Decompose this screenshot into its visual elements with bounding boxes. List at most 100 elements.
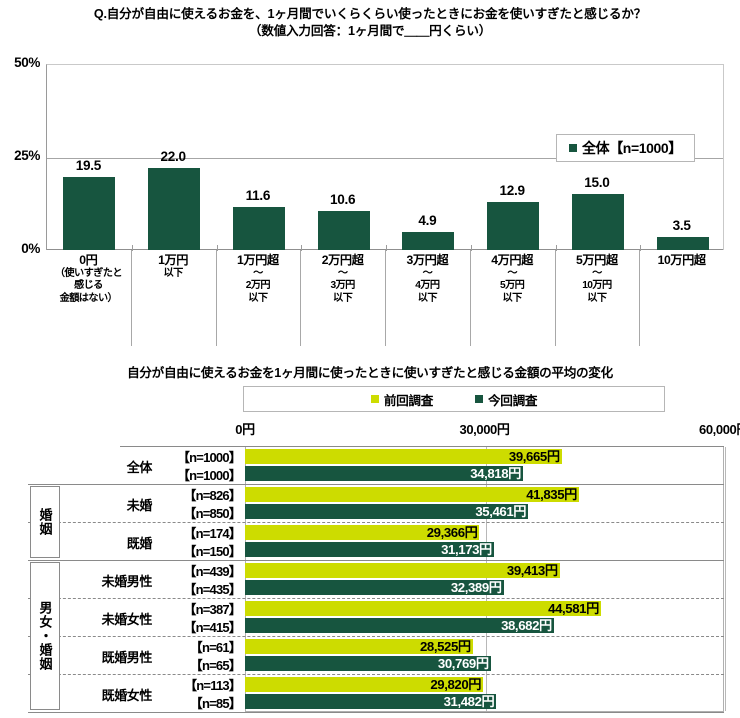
chart1-category-sub: 4万円 (415, 280, 440, 292)
chart1-category-sub: （使いすぎたと (54, 267, 123, 279)
chart2-row-n-previous: 【n=113】 (184, 678, 242, 693)
chart2-x-axis: 0円 30,000円 60,000円 (0, 419, 740, 439)
legend-swatch-previous-icon (370, 395, 379, 403)
chart2-bar-current (245, 466, 523, 481)
chart2-row-n-previous: 【n=174】 (183, 526, 241, 541)
chart1-bar (63, 177, 116, 250)
chart2-row-n-previous: 【n=387】 (183, 602, 241, 617)
chart1-category-separator (639, 250, 641, 346)
chart2-value-previous: 39,413円 (506, 563, 558, 578)
chart2-row-n-current: 【n=85】 (189, 696, 242, 711)
chart2-row-label: 未婚男性 (101, 574, 153, 589)
chart2-bar-previous (245, 525, 480, 540)
chart-distribution: 0% 25% 50% 全体【n=1000】 0円 （使いすぎたと 感じる 金額はない） 1万… (0, 55, 740, 348)
chart2-value-previous: 44,581円 (548, 601, 599, 616)
chart1-bar (317, 210, 370, 250)
chart2-bar-previous (245, 487, 579, 502)
chart2-row-separator (28, 522, 724, 523)
chart1-category-sub: 2万円 (245, 280, 271, 292)
chart2-value-previous: 29,366円 (426, 525, 478, 540)
chart1-category-separator (215, 250, 217, 346)
chart2-row-label: 未婚女性 (101, 612, 153, 627)
chart1-bar-value: 10.6 (329, 191, 356, 207)
chart2-table: 39,665円 34,818円 全体 【n=1000】 【n=1000】 41,835円 3… (0, 446, 740, 713)
chart2-row-separator (28, 636, 724, 637)
chart1-category-sub: ～ (337, 267, 348, 279)
chart2-row-separator (28, 598, 724, 599)
chart2-value-current: 31,173円 (441, 542, 492, 557)
chart1-bar (232, 206, 285, 250)
chart1-ytick-50: 50% (14, 55, 40, 70)
chart1-bar (571, 194, 624, 250)
chart1-category-main: 0円 (79, 253, 98, 267)
legend-item-previous: 前回調査 (370, 390, 433, 409)
chart2-plot-area (245, 446, 726, 712)
chart2-bar-current (245, 694, 497, 709)
chart1-category-sub: ～ (507, 267, 517, 279)
chart2-title: 自分が自由に使えるお金を1ヶ月間に使ったときに使いすぎたと感じる金額の平均の変化 (127, 366, 613, 380)
chart2-value-previous: 39,665円 (508, 449, 560, 464)
chart1-tickmark (640, 245, 642, 251)
chart1-bar-value: 15.0 (584, 175, 610, 191)
chart2-value-previous: 29,820円 (430, 677, 482, 692)
chart2-bar-previous (245, 449, 562, 464)
chart2-row-n-current: 【n=415】 (183, 620, 241, 635)
chart1-tickmark (131, 245, 133, 251)
chart2-row-label: 未婚 (126, 498, 153, 513)
chart2-bar-previous (245, 601, 601, 616)
chart1-ytick-25: 25% (14, 148, 40, 163)
chart1-bar-value: 4.9 (418, 212, 437, 228)
chart2-bar-previous (245, 677, 484, 692)
chart1-bar-value: 19.5 (75, 158, 102, 174)
chart1-category-sub: 3万円 (330, 280, 356, 292)
chart1-gridline-25 (47, 158, 723, 159)
chart1-category-label: 5万円超～ 10万円 以下 (555, 250, 640, 346)
chart1-ytick-0: 0% (21, 241, 40, 256)
chart2-row-n-previous: 【n=61】 (189, 640, 242, 655)
chart2-row-n-previous: 【n=1000】 (176, 450, 242, 465)
chart1-bar-value: 11.6 (245, 187, 271, 203)
chart1-bar-value: 12.9 (499, 183, 525, 198)
chart1-category-separator (130, 250, 132, 346)
chart2-bar-current (245, 580, 504, 595)
chart1-tickmark (386, 245, 387, 251)
chart1-category-main: 2万円超 (321, 253, 364, 267)
chart1-category-separator (469, 250, 471, 346)
chart2-value-current: 32,389円 (450, 580, 502, 595)
chart1-category-separator (385, 250, 386, 346)
chart2-row-label: 既婚女性 (101, 688, 153, 703)
chart1-category-main: 3万円超 (406, 253, 449, 267)
chart2-value-current: 31,482円 (443, 694, 495, 709)
chart1-category-main: 1万円超 (237, 253, 279, 267)
chart2-xtick: 0円 (235, 422, 255, 437)
chart2-row-n-current: 【n=65】 (189, 658, 242, 673)
chart2-gridline (485, 447, 487, 711)
page-title: Q.自分が自由に使えるお金を、1ヶ月間でいくらくらい使ったときにお金を使いすぎた… (0, 6, 740, 40)
chart1-category-sub: 以下 (333, 292, 353, 304)
chart1-category-main: 4万円超 (491, 253, 533, 267)
chart2-group-label: 男女・婚姻 (37, 601, 53, 671)
chart2-group-label: 婚姻 (37, 508, 53, 536)
chart1-bar (656, 236, 709, 250)
chart1-category-main: 5万円超 (576, 253, 618, 267)
chart1-legend: 全体【n=1000】 (556, 134, 695, 162)
chart2-value-current: 38,682円 (501, 618, 552, 633)
chart1-category-main: 10万円超 (657, 253, 707, 267)
legend-label-previous: 前回調査 (383, 393, 433, 408)
chart2-row-n-previous: 【n=826】 (183, 488, 241, 503)
chart2-gridline (725, 447, 726, 711)
chart1-bar-value: 22.0 (160, 149, 186, 165)
chart2-bar-current (245, 542, 494, 557)
chart1-category-separator (300, 250, 302, 346)
chart1-bar-value: 3.5 (672, 217, 691, 233)
chart2-legend: 前回調査 今回調査 (243, 386, 665, 412)
chart2-value-current: 34,818円 (470, 466, 521, 481)
chart2-top-border (120, 446, 724, 447)
chart1-category-sub: ～ (253, 267, 263, 279)
chart1-plot-area (46, 64, 724, 251)
chart1-category-label: 2万円超～ 3万円 以下 (300, 250, 385, 346)
chart2-bottom-border (28, 712, 724, 713)
chart1-category-sub: 10万円 (582, 280, 612, 292)
chart1-bar (148, 168, 201, 250)
chart1-category-sub: 5万円 (500, 280, 525, 292)
